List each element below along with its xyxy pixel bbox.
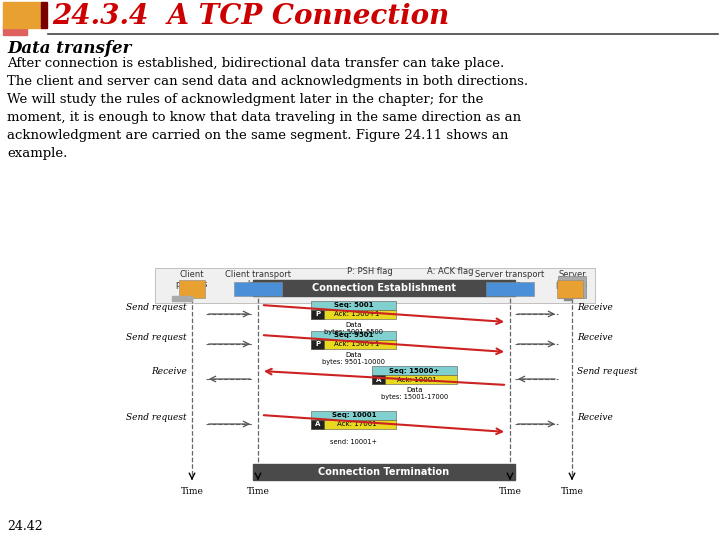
- Text: Ack: 17001: Ack: 17001: [337, 422, 377, 428]
- Text: Server transport
layer: Server transport layer: [475, 270, 544, 289]
- Text: 24.3.4  A TCP Connection: 24.3.4 A TCP Connection: [52, 3, 449, 30]
- Text: A: A: [315, 422, 320, 428]
- Text: A: ACK flag: A: ACK flag: [427, 267, 473, 276]
- Text: Data: Data: [346, 322, 362, 328]
- Text: P: PSH flag: P: PSH flag: [347, 267, 393, 276]
- Text: Time: Time: [561, 487, 583, 496]
- Text: Client
process: Client process: [176, 270, 208, 289]
- Text: Send request: Send request: [127, 302, 187, 312]
- Text: acknowledgment are carried on the same segment. Figure 24.11 shows an: acknowledgment are carried on the same s…: [7, 129, 508, 142]
- Text: P: P: [315, 341, 320, 348]
- Bar: [311, 331, 396, 340]
- Text: Seq: 9501: Seq: 9501: [334, 333, 374, 339]
- Text: Time: Time: [498, 487, 521, 496]
- Text: We will study the rules of acknowledgment later in the chapter; for the: We will study the rules of acknowledgmen…: [7, 93, 483, 106]
- Text: Send request: Send request: [127, 413, 187, 422]
- Bar: [179, 280, 205, 298]
- Text: Ack: 1500+1: Ack: 1500+1: [334, 312, 379, 318]
- Text: bytes: 9501-10000: bytes: 9501-10000: [323, 359, 385, 365]
- Bar: [234, 282, 282, 296]
- Bar: [172, 296, 192, 301]
- Text: Receive: Receive: [577, 302, 613, 312]
- Text: After connection is established, bidirectional data transfer can take place.: After connection is established, bidirec…: [7, 57, 504, 70]
- Text: Receive: Receive: [577, 333, 613, 341]
- Bar: [311, 340, 396, 349]
- Bar: [311, 310, 324, 319]
- Bar: [253, 280, 515, 296]
- Text: P: P: [315, 312, 320, 318]
- Text: Seq: 10001: Seq: 10001: [331, 413, 376, 418]
- Bar: [311, 310, 396, 319]
- Text: Send request: Send request: [127, 333, 187, 341]
- Text: Connection Establishment: Connection Establishment: [312, 283, 456, 293]
- Text: Connection Termination: Connection Termination: [318, 467, 449, 477]
- Text: A: A: [376, 376, 381, 382]
- Text: Ack: 10001: Ack: 10001: [397, 376, 437, 382]
- Bar: [372, 366, 456, 375]
- Bar: [311, 301, 396, 310]
- Text: moment, it is enough to know that data traveling in the same direction as an: moment, it is enough to know that data t…: [7, 111, 521, 124]
- Bar: [311, 420, 324, 429]
- Bar: [372, 375, 456, 384]
- Bar: [311, 411, 396, 420]
- Text: Ack: 1500+1: Ack: 1500+1: [334, 341, 379, 348]
- Bar: [564, 296, 572, 300]
- Bar: [253, 464, 515, 480]
- Text: Time: Time: [246, 487, 269, 496]
- Text: Client transport
layer: Client transport layer: [225, 270, 291, 289]
- Bar: [3, 2, 41, 28]
- Text: Receive: Receive: [577, 413, 613, 422]
- Text: Data: Data: [406, 387, 423, 393]
- Text: Data: Data: [346, 352, 362, 358]
- Text: 24.42: 24.42: [7, 520, 42, 533]
- Text: The client and server can send data and acknowledgments in both directions.: The client and server can send data and …: [7, 75, 528, 88]
- Text: example.: example.: [7, 147, 68, 160]
- Text: bytes: 15001-17000: bytes: 15001-17000: [381, 394, 448, 400]
- Text: Data transfer: Data transfer: [7, 40, 131, 57]
- Bar: [486, 282, 534, 296]
- Text: Receive: Receive: [151, 368, 187, 376]
- Bar: [311, 340, 324, 349]
- Bar: [3, 25, 27, 35]
- Text: bytes: 5001-5500: bytes: 5001-5500: [324, 329, 383, 335]
- Text: send: 10001+: send: 10001+: [330, 439, 377, 445]
- Text: Seq: 15000+: Seq: 15000+: [389, 368, 439, 374]
- Bar: [155, 268, 595, 303]
- Bar: [558, 276, 586, 298]
- Bar: [557, 280, 583, 298]
- Bar: [41, 2, 47, 28]
- Text: Send request: Send request: [577, 368, 638, 376]
- Text: Server
process: Server process: [556, 270, 588, 289]
- Text: Seq: 5001: Seq: 5001: [334, 302, 374, 308]
- Bar: [311, 420, 396, 429]
- Text: Time: Time: [181, 487, 204, 496]
- Bar: [372, 375, 384, 384]
